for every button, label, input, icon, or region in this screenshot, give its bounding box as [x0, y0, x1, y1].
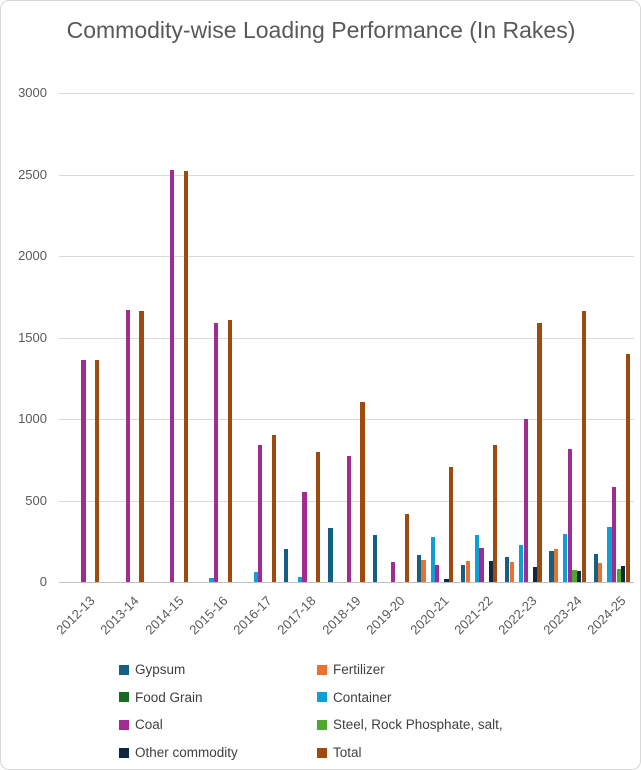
x-axis-line	[59, 582, 634, 583]
bar-fertilizer-2021-22	[465, 560, 470, 582]
legend-swatch-icon	[119, 747, 129, 758]
bar-fertilizer-2022-23	[509, 562, 515, 582]
legend-item-steel-rock-phosphate-salt-: Steel, Rock Phosphate, salt,	[317, 717, 503, 732]
bar-other-commodity-2023-24	[577, 571, 582, 582]
bar-total-2019-20	[404, 513, 409, 582]
bar-other-commodity-2020-21	[444, 578, 449, 582]
y-axis-tick-label: 1500	[18, 330, 47, 345]
gridline	[59, 419, 634, 420]
legend-item-gypsum: Gypsum	[119, 662, 185, 677]
bar-coal-2016-17	[258, 445, 263, 582]
legend-label: Coal	[135, 717, 163, 733]
bar-coal-2023-24	[567, 449, 573, 582]
bar-gypsum-2022-23	[505, 556, 510, 582]
bar-total-2015-16	[227, 319, 233, 582]
legend-label: Other commodity	[135, 745, 238, 761]
legend-swatch-icon	[317, 692, 327, 703]
legend-item-food-grain: Food Grain	[119, 690, 203, 705]
gridline	[59, 93, 634, 94]
bar-coal-2018-19	[346, 455, 351, 582]
bar-container-2015-16	[209, 577, 214, 582]
bar-coal-2014-15	[169, 170, 174, 582]
bar-coal-2017-18	[302, 491, 307, 582]
bar-other-commodity-2022-23	[532, 567, 538, 582]
y-axis-tick-label: 0	[39, 574, 47, 589]
bar-coal-2015-16	[214, 322, 219, 582]
bar-total-2022-23	[537, 322, 542, 582]
legend-label: Fertilizer	[333, 662, 385, 677]
bar-total-2018-19	[360, 401, 365, 582]
bar-fertilizer-2023-24	[554, 548, 559, 582]
bar-container-2021-22	[474, 534, 479, 582]
bar-container-2016-17	[253, 572, 258, 582]
bar-fertilizer-2020-21	[421, 560, 426, 582]
bar-total-2023-24	[581, 311, 586, 582]
bar-total-2024-25	[625, 353, 631, 582]
bar-coal-2021-22	[479, 547, 484, 582]
bar-total-2020-21	[448, 467, 454, 582]
bar-total-2013-14	[139, 310, 144, 582]
gridline	[59, 501, 634, 502]
gridline	[59, 338, 634, 339]
legend-swatch-icon	[119, 664, 129, 675]
bar-container-2023-24	[563, 533, 568, 582]
bar-coal-2022-23	[523, 419, 528, 582]
gridline	[59, 256, 634, 257]
bar-coal-2019-20	[390, 562, 396, 582]
bar-total-2017-18	[316, 452, 321, 582]
bar-gypsum-2024-25	[593, 554, 598, 582]
bar-total-2016-17	[272, 434, 277, 582]
bar-other-commodity-2024-25	[621, 565, 626, 582]
y-axis-tick-label: 2500	[18, 167, 47, 182]
legend-label: Gypsum	[135, 662, 186, 677]
bar-total-2012-13	[95, 360, 100, 582]
bar-gypsum-2019-20	[372, 534, 377, 582]
bar-gypsum-2023-24	[549, 551, 554, 582]
legend-item-fertilizer: Fertilizer	[317, 662, 385, 677]
y-axis-tick-label: 2000	[18, 248, 47, 263]
legend-swatch-icon	[317, 664, 327, 675]
legend-label: Total	[333, 745, 362, 761]
legend-item-other-commodity: Other commodity	[119, 745, 238, 760]
bar-gypsum-2021-22	[460, 564, 466, 582]
bar-coal-2020-21	[435, 564, 440, 582]
legend-label: Container	[333, 689, 392, 705]
legend-swatch-icon	[317, 719, 327, 730]
bar-gypsum-2020-21	[416, 555, 421, 582]
bar-container-2020-21	[430, 537, 435, 582]
bar-steel-rock-phosphate-salt--2023-24	[572, 569, 577, 582]
legend-label: Steel, Rock Phosphate, salt,	[333, 717, 503, 733]
legend-item-coal: Coal	[119, 717, 163, 732]
bar-coal-2024-25	[612, 486, 617, 582]
legend-swatch-icon	[317, 747, 327, 758]
bar-other-commodity-2021-22	[488, 560, 493, 582]
legend-swatch-icon	[119, 692, 129, 703]
legend-label: Food Grain	[135, 689, 203, 705]
bar-coal-2012-13	[81, 360, 86, 582]
bar-coal-2013-14	[125, 309, 130, 582]
legend-item-container: Container	[317, 690, 392, 705]
bar-container-2022-23	[519, 544, 524, 582]
legend-item-total: Total	[317, 745, 362, 760]
bar-steel-rock-phosphate-salt--2024-25	[616, 569, 621, 582]
gridline	[59, 175, 634, 176]
bar-container-2017-18	[297, 577, 303, 582]
bar-fertilizer-2024-25	[598, 563, 603, 582]
bar-container-2024-25	[607, 527, 612, 582]
y-axis-tick-label: 500	[25, 493, 47, 508]
chart-title: Commodity-wise Loading Performance (In R…	[66, 17, 576, 43]
legend-swatch-icon	[119, 719, 129, 730]
y-axis-tick-label: 1000	[18, 411, 47, 426]
bar-total-2014-15	[183, 171, 188, 582]
bar-gypsum-2017-18	[284, 549, 289, 582]
bar-total-2021-22	[493, 445, 498, 582]
bar-gypsum-2018-19	[328, 528, 333, 582]
y-axis-tick-label: 3000	[18, 85, 47, 100]
